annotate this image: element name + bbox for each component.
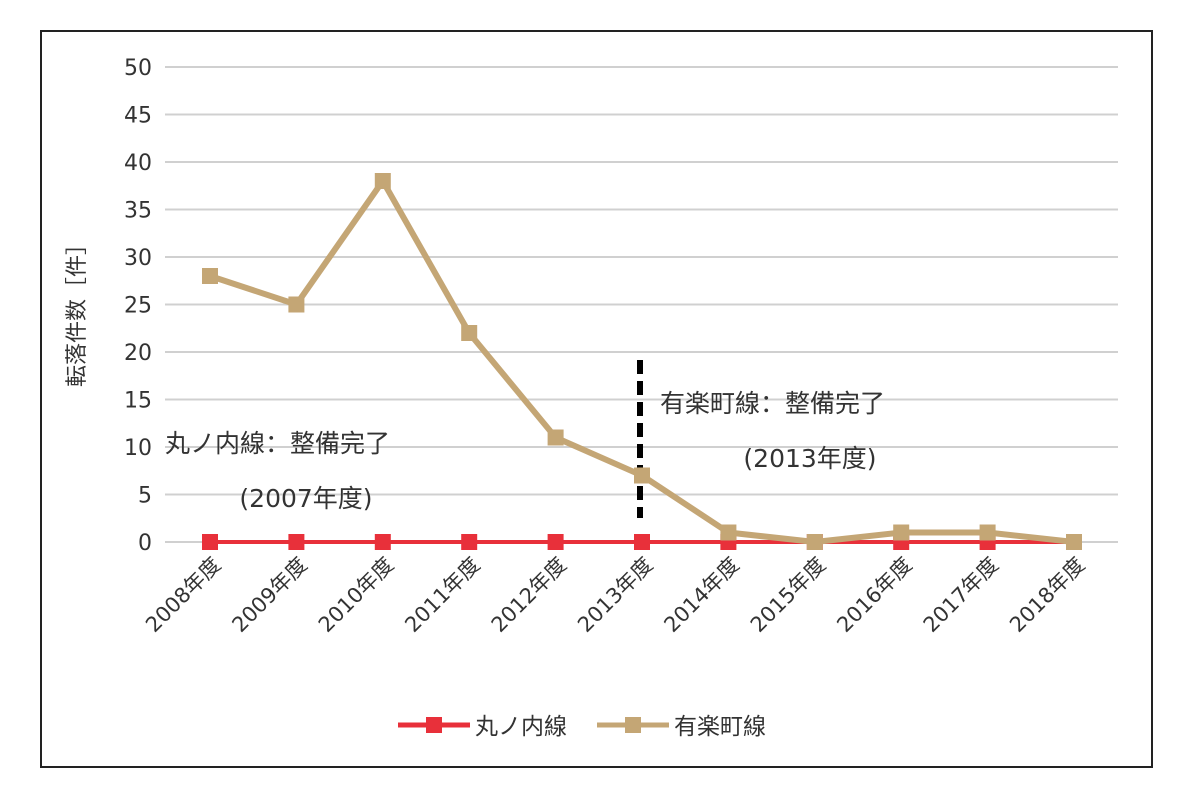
data-point-1 [374, 173, 391, 189]
data-point-1 [288, 296, 305, 313]
series [202, 173, 1082, 550]
y-tick-label: 35 [124, 199, 152, 224]
data-point-1 [893, 524, 910, 541]
data-point-0 [461, 534, 478, 550]
y-tick-label: 0 [138, 531, 152, 556]
chart-frame [40, 30, 1153, 768]
data-point-1 [634, 467, 650, 484]
y-tick-label: 5 [138, 484, 152, 509]
y-axis-label: 転落件数［件］ [65, 233, 90, 387]
y-tick-label: 20 [124, 341, 152, 366]
x-tick-label: 2009年度 [227, 553, 311, 637]
data-point-1 [979, 524, 996, 541]
legend-label-0: 丸ノ内線 [475, 714, 567, 740]
data-point-1 [720, 524, 737, 541]
y-tick-label: 45 [124, 104, 152, 129]
data-point-0 [202, 534, 218, 550]
data-point-0 [547, 534, 564, 550]
y-tick-labels: 0 5 10 15 20 25 30 35 40 45 50 [124, 56, 152, 556]
y-tick-label: 50 [124, 56, 152, 81]
y-tick-label: 25 [124, 294, 152, 319]
annotation-yurakucho-line2: (2013年度) [743, 444, 876, 473]
x-tick-label: 2018年度 [1005, 553, 1089, 637]
x-tick-label: 2015年度 [746, 553, 830, 637]
legend-marker-1 [625, 717, 641, 733]
data-point-1 [202, 268, 218, 284]
x-tick-labels: 2008年度 2009年度 2010年度 2011年度 2012年度 2013年度 2014… [141, 553, 1089, 637]
x-tick-label: 2012年度 [487, 553, 571, 637]
data-point-0 [634, 534, 650, 550]
x-tick-label: 2011年度 [400, 553, 484, 637]
data-point-0 [288, 534, 305, 550]
x-tick-label: 2016年度 [832, 553, 916, 637]
x-tick-label: 2013年度 [573, 553, 657, 637]
annotation-marunouchi-line1: 丸ノ内線：整備完了 [165, 429, 390, 458]
data-point-0 [374, 534, 391, 550]
data-point-1 [547, 429, 564, 446]
data-point-1 [1066, 534, 1082, 550]
x-tick-label: 2017年度 [919, 553, 1003, 637]
y-tick-label: 15 [124, 389, 152, 414]
x-tick-label: 2010年度 [314, 553, 398, 637]
legend-label-1: 有楽町線 [674, 714, 766, 740]
data-point-1 [806, 534, 823, 550]
annotation-marunouchi-line2: (2007年度) [239, 484, 372, 513]
legend-marker-0 [426, 717, 442, 733]
data-point-1 [461, 325, 478, 341]
legend: 丸ノ内線 有楽町線 [398, 714, 766, 740]
annotation-yurakucho-line1: 有楽町線：整備完了 [660, 389, 885, 418]
y-tick-label: 30 [124, 246, 152, 271]
x-tick-label: 2014年度 [659, 553, 743, 637]
x-tick-label: 2008年度 [141, 553, 225, 637]
y-tick-label: 40 [124, 151, 152, 176]
y-tick-label: 10 [124, 436, 152, 461]
